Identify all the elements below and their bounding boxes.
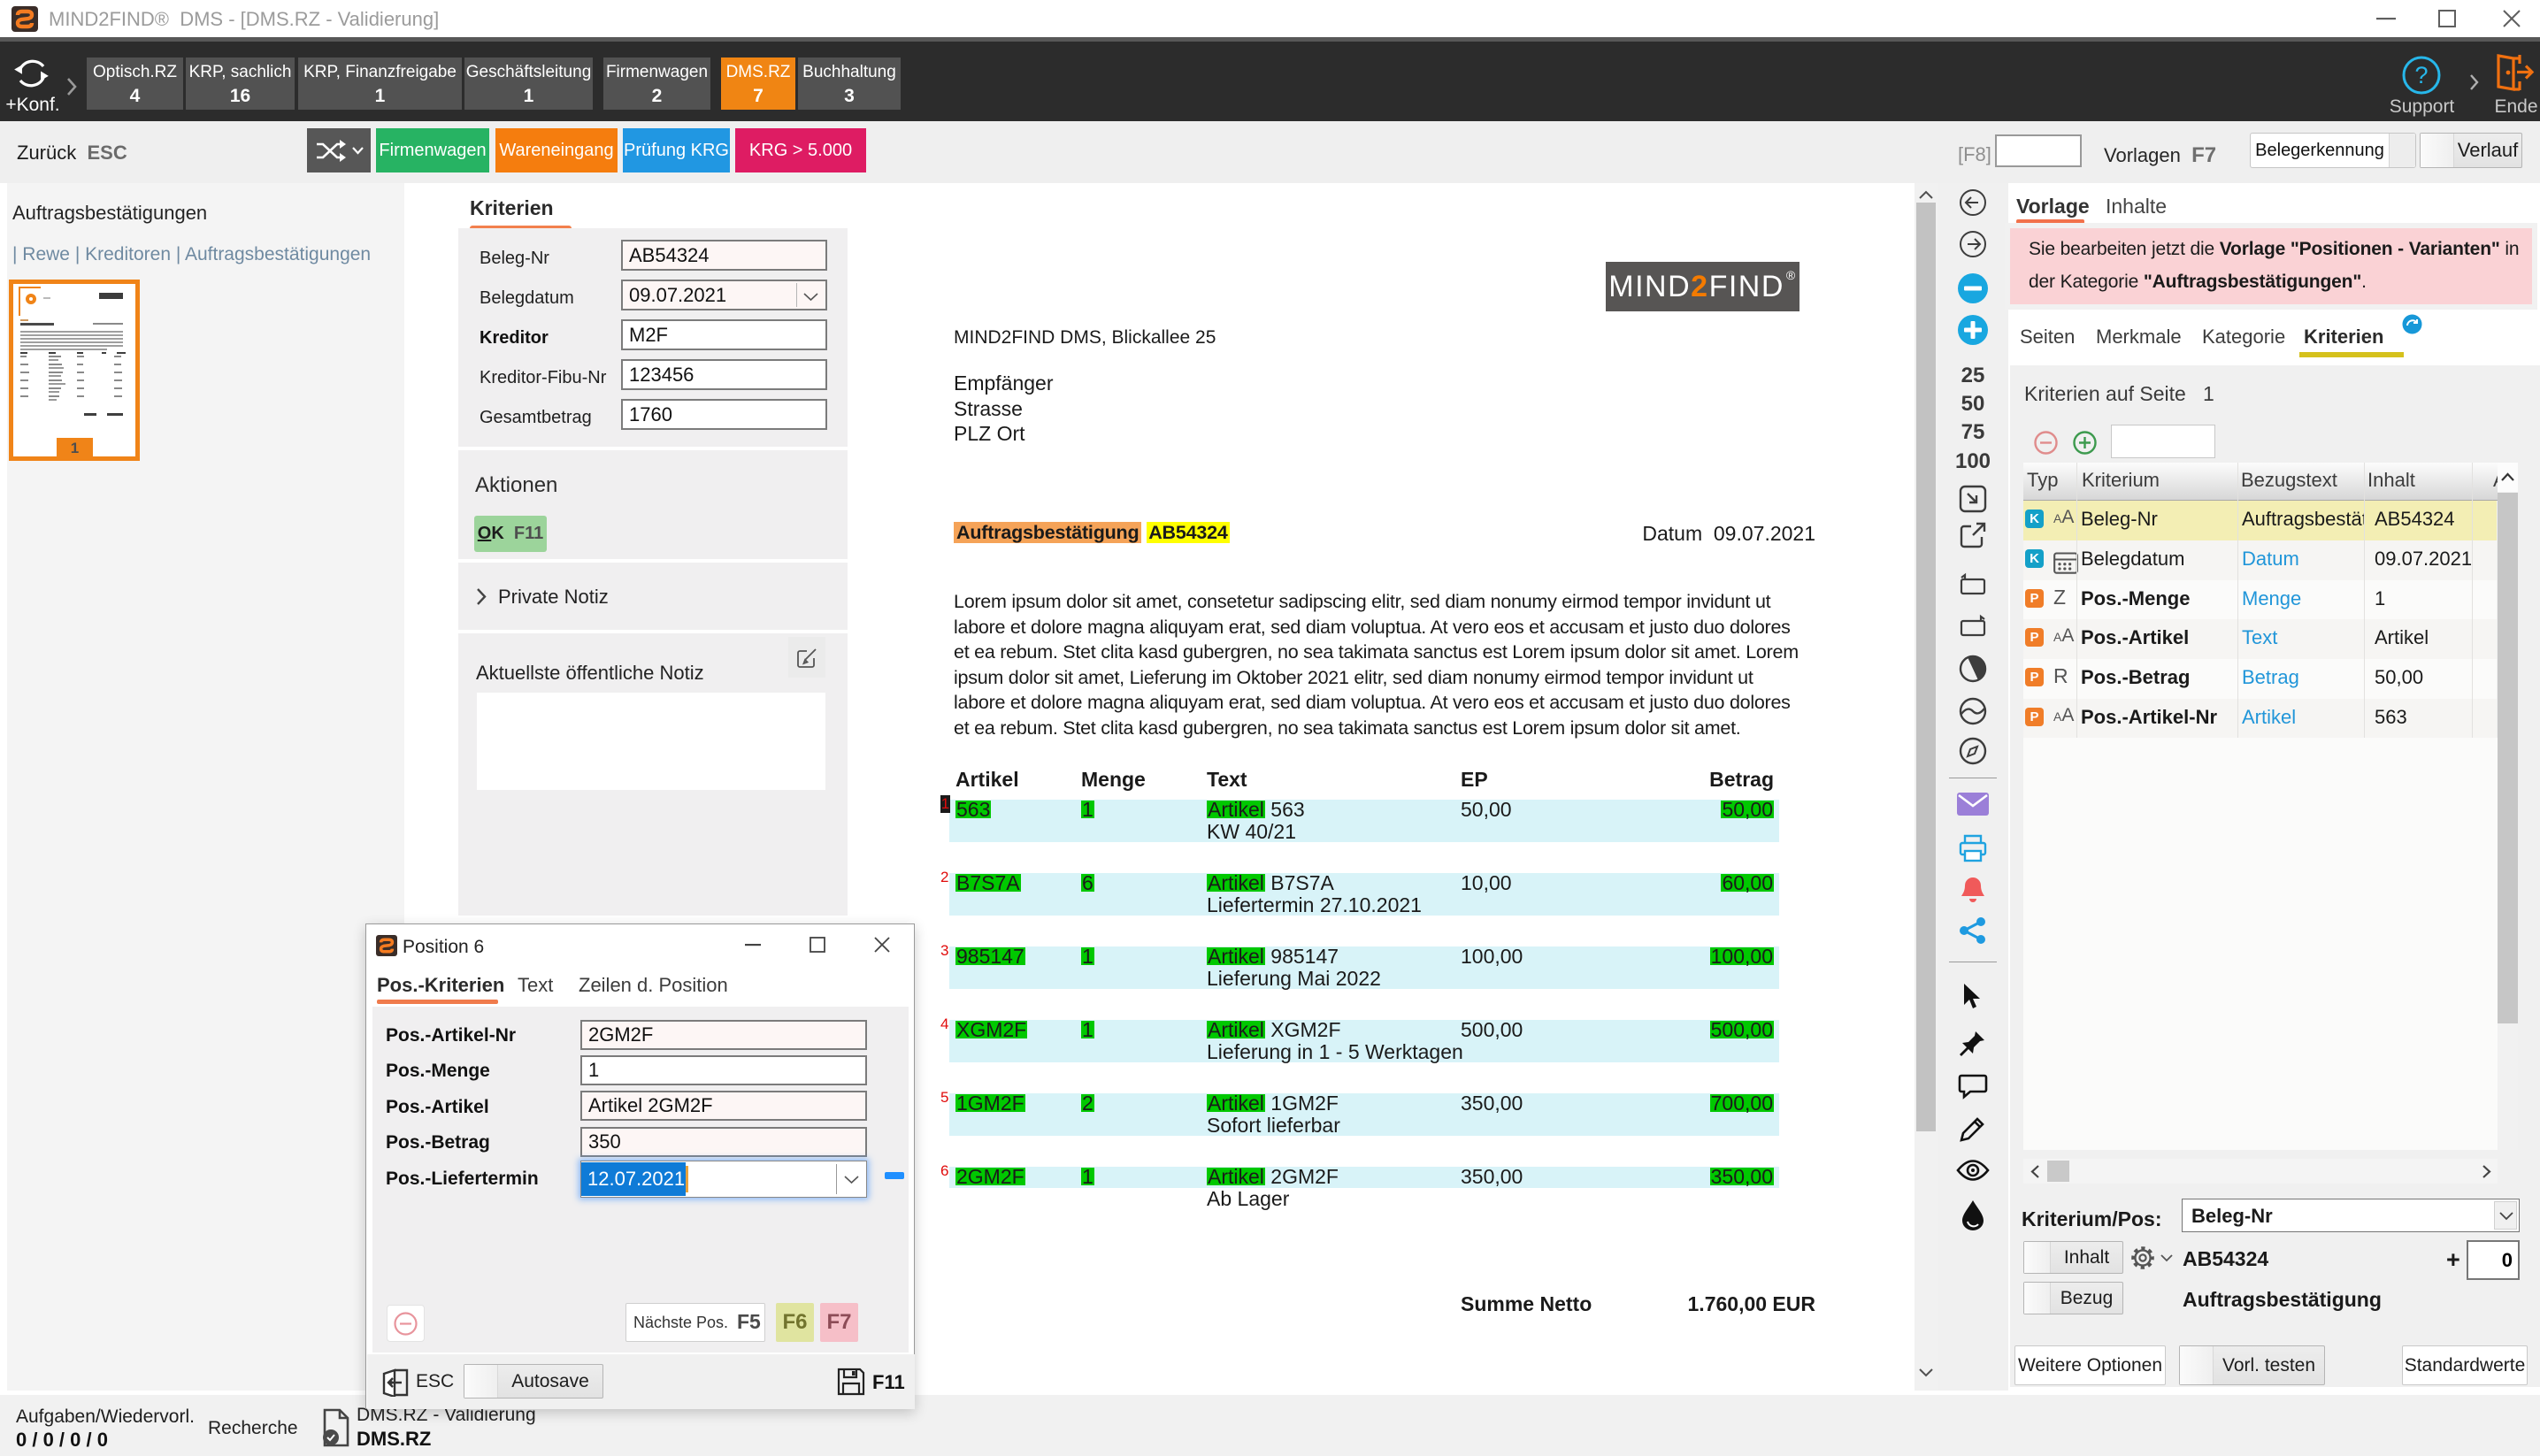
svg-text:?: ? <box>2414 62 2428 88</box>
